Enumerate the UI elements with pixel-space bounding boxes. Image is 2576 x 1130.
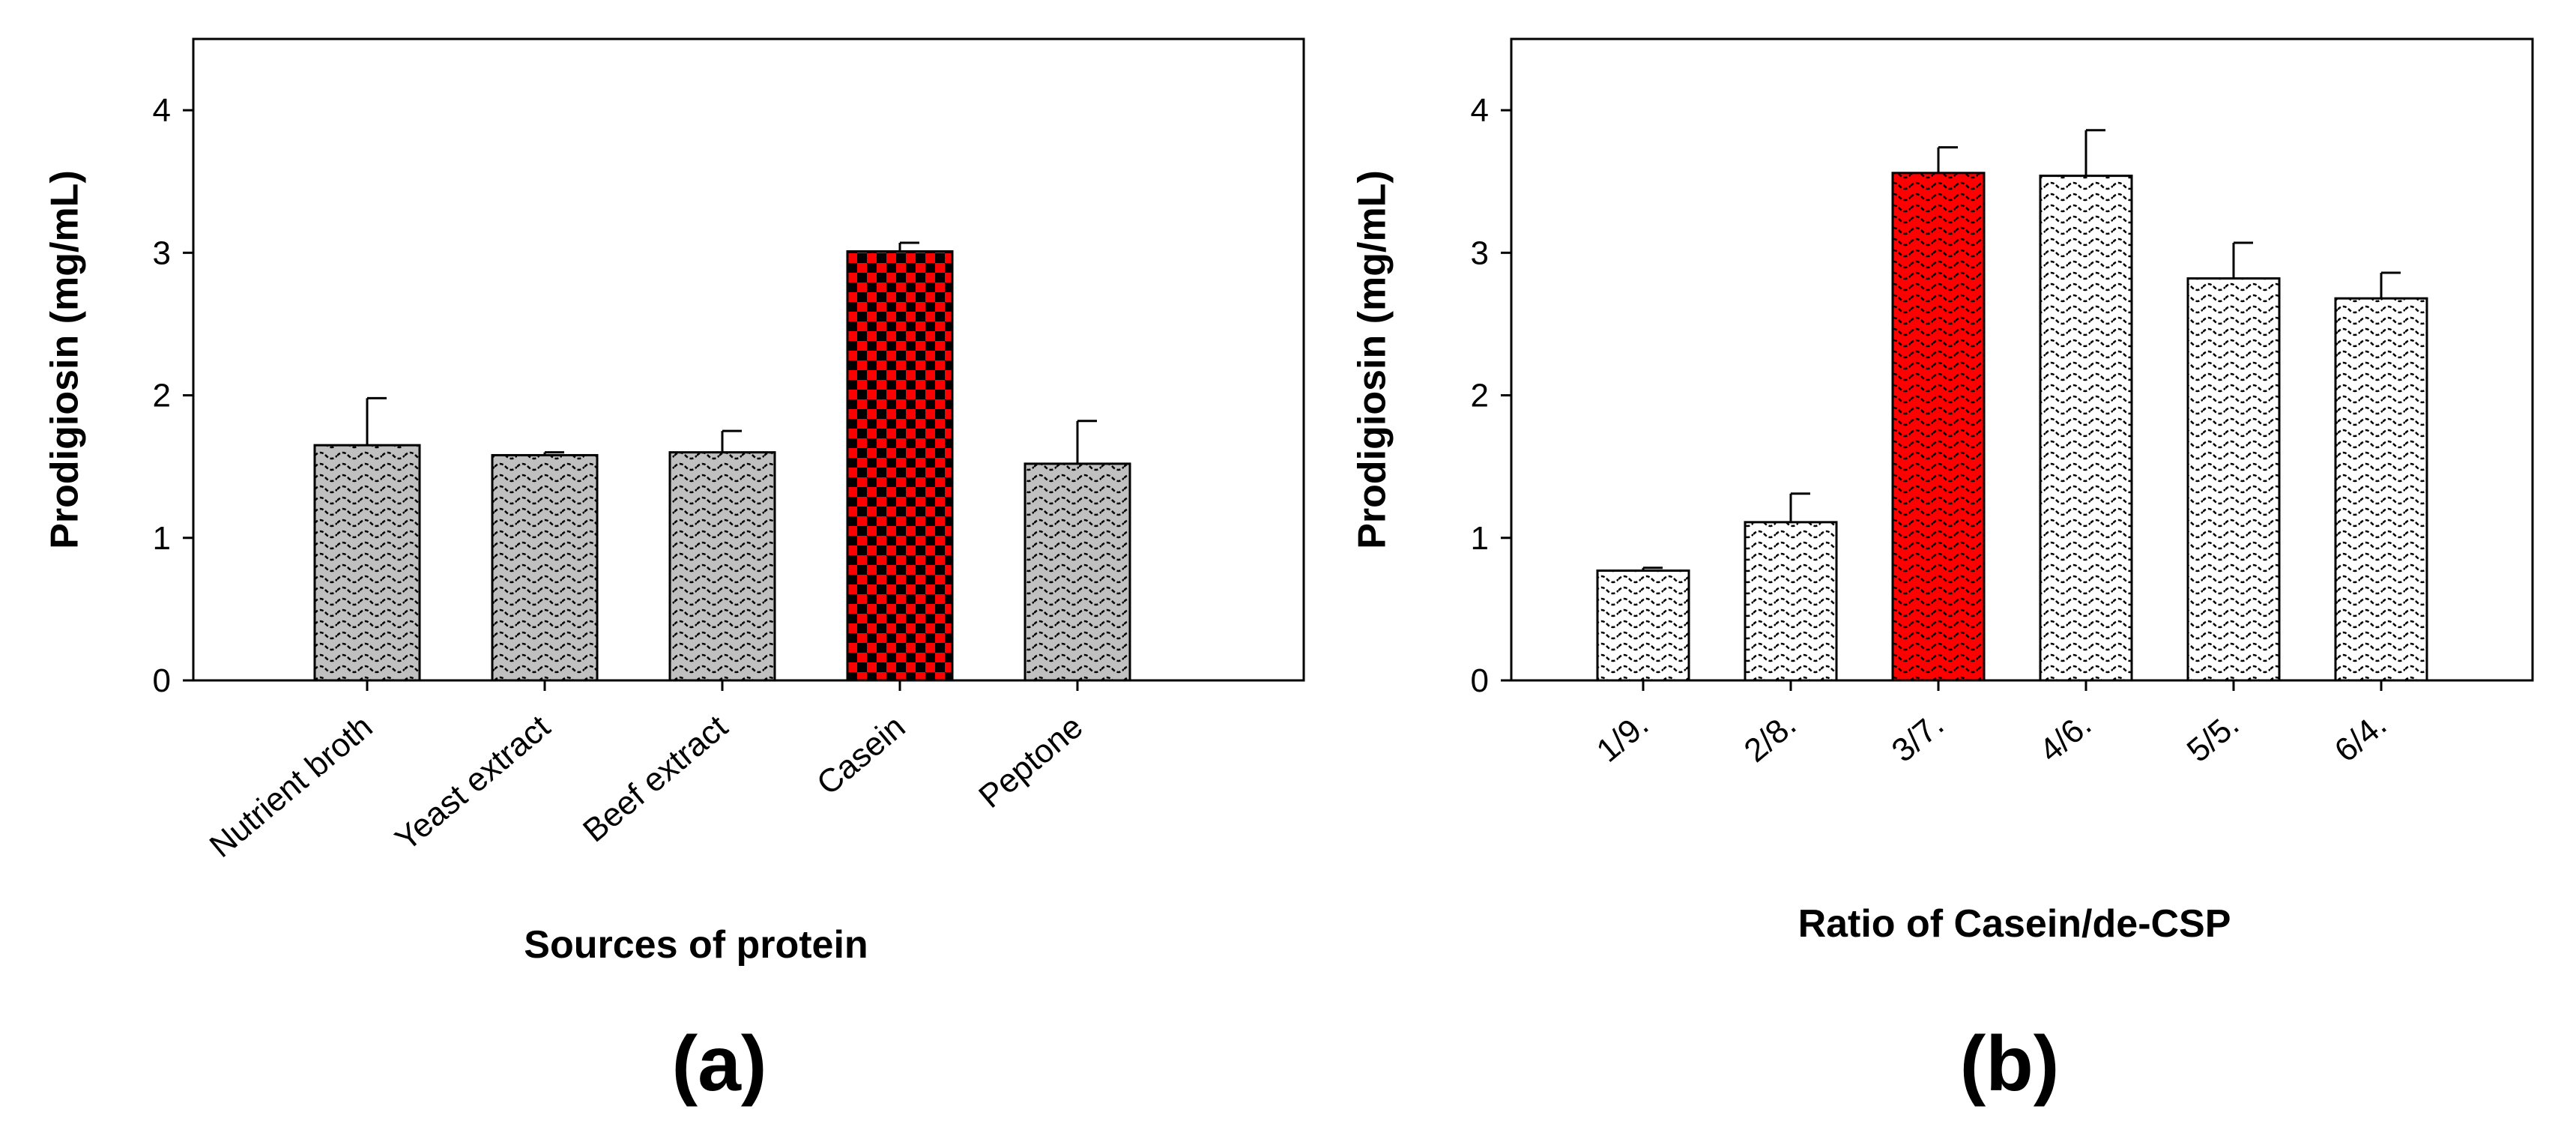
- chart-panel-a: 0 1 2 3 4 Nutrient broth Yeast extract Beef ex…: [43, 37, 1305, 1108]
- y-axis-title: Prodigiosin (mg/mL): [1351, 170, 1394, 549]
- bar-3-7: [1891, 172, 1986, 682]
- x-axis: 1/9. 2/8. 3/7. 4/6. 5/5. 6/4.: [1590, 680, 2394, 770]
- x-tick-label: 5/5.: [2180, 706, 2246, 770]
- x-tick-label: Peptone: [972, 708, 1089, 815]
- x-tick-label: Nutrient broth: [203, 708, 380, 865]
- error-bar: [1937, 146, 1958, 173]
- y-tick-label: 4: [153, 92, 171, 129]
- bar-peptone: [1024, 462, 1131, 682]
- error-bar: [543, 451, 564, 456]
- error-bar: [2232, 241, 2253, 279]
- y-tick-label: 3: [1471, 235, 1489, 271]
- x-axis-title: Sources of protein: [524, 923, 868, 967]
- bar-1-9: [1596, 569, 1690, 682]
- error-bar: [366, 396, 387, 446]
- y-tick-label: 1: [1471, 520, 1489, 557]
- plot-frame: [1510, 37, 2534, 682]
- y-tick-label: 2: [1471, 378, 1489, 414]
- bar-casein: [846, 250, 954, 682]
- bars: [1596, 129, 2428, 682]
- x-tick-label: Yeast extract: [388, 708, 557, 858]
- panel-label: (a): [671, 1021, 767, 1108]
- error-bar: [2084, 129, 2105, 176]
- bar-nutrient-broth: [313, 444, 421, 682]
- x-axis-title: Ratio of Casein/de-CSP: [1798, 902, 2231, 946]
- chart-panel-b: 0 1 2 3 4 1/9. 2/8. 3/7. 4/6. 5/5. 6/4. Prodigios…: [1351, 37, 2534, 1108]
- y-tick-label: 3: [153, 235, 171, 271]
- bar-4-6: [2039, 175, 2133, 682]
- y-tick-label: 2: [153, 378, 171, 414]
- x-axis: Nutrient broth Yeast extract Beef extract C…: [203, 680, 1089, 865]
- bar-6-4: [2334, 297, 2428, 682]
- y-tick-label: 4: [1471, 92, 1489, 129]
- error-bar: [898, 241, 919, 252]
- y-tick-label: 0: [153, 662, 171, 699]
- y-tick-label: 0: [1471, 662, 1489, 699]
- error-bar: [721, 429, 742, 453]
- x-tick-label: 2/8.: [1738, 706, 1803, 770]
- bar-yeast-extract: [491, 453, 599, 682]
- x-tick-label: 1/9.: [1590, 706, 1656, 770]
- x-tick-label: 6/4.: [2328, 706, 2394, 770]
- error-bar: [2380, 271, 2401, 299]
- y-axis: 0 1 2 3 4: [1471, 92, 1511, 699]
- panel-label: (b): [1960, 1021, 2060, 1108]
- y-axis-title: Prodigiosin (mg/mL): [43, 170, 87, 549]
- error-bar: [1789, 492, 1810, 522]
- x-tick-label: Casein: [810, 708, 912, 803]
- y-axis: 0 1 2 3 4: [153, 92, 193, 699]
- bar-5-5: [2186, 277, 2281, 682]
- y-tick-label: 1: [153, 520, 171, 557]
- x-tick-label: 4/6.: [2033, 706, 2099, 770]
- x-tick-label: 3/7.: [1885, 706, 1951, 770]
- bar-2-8: [1744, 521, 1838, 682]
- bar-beef-extract: [668, 451, 776, 682]
- x-tick-label: Beef extract: [576, 708, 734, 849]
- bars: [313, 241, 1131, 682]
- error-bar: [1642, 566, 1663, 571]
- error-bar: [1076, 420, 1097, 464]
